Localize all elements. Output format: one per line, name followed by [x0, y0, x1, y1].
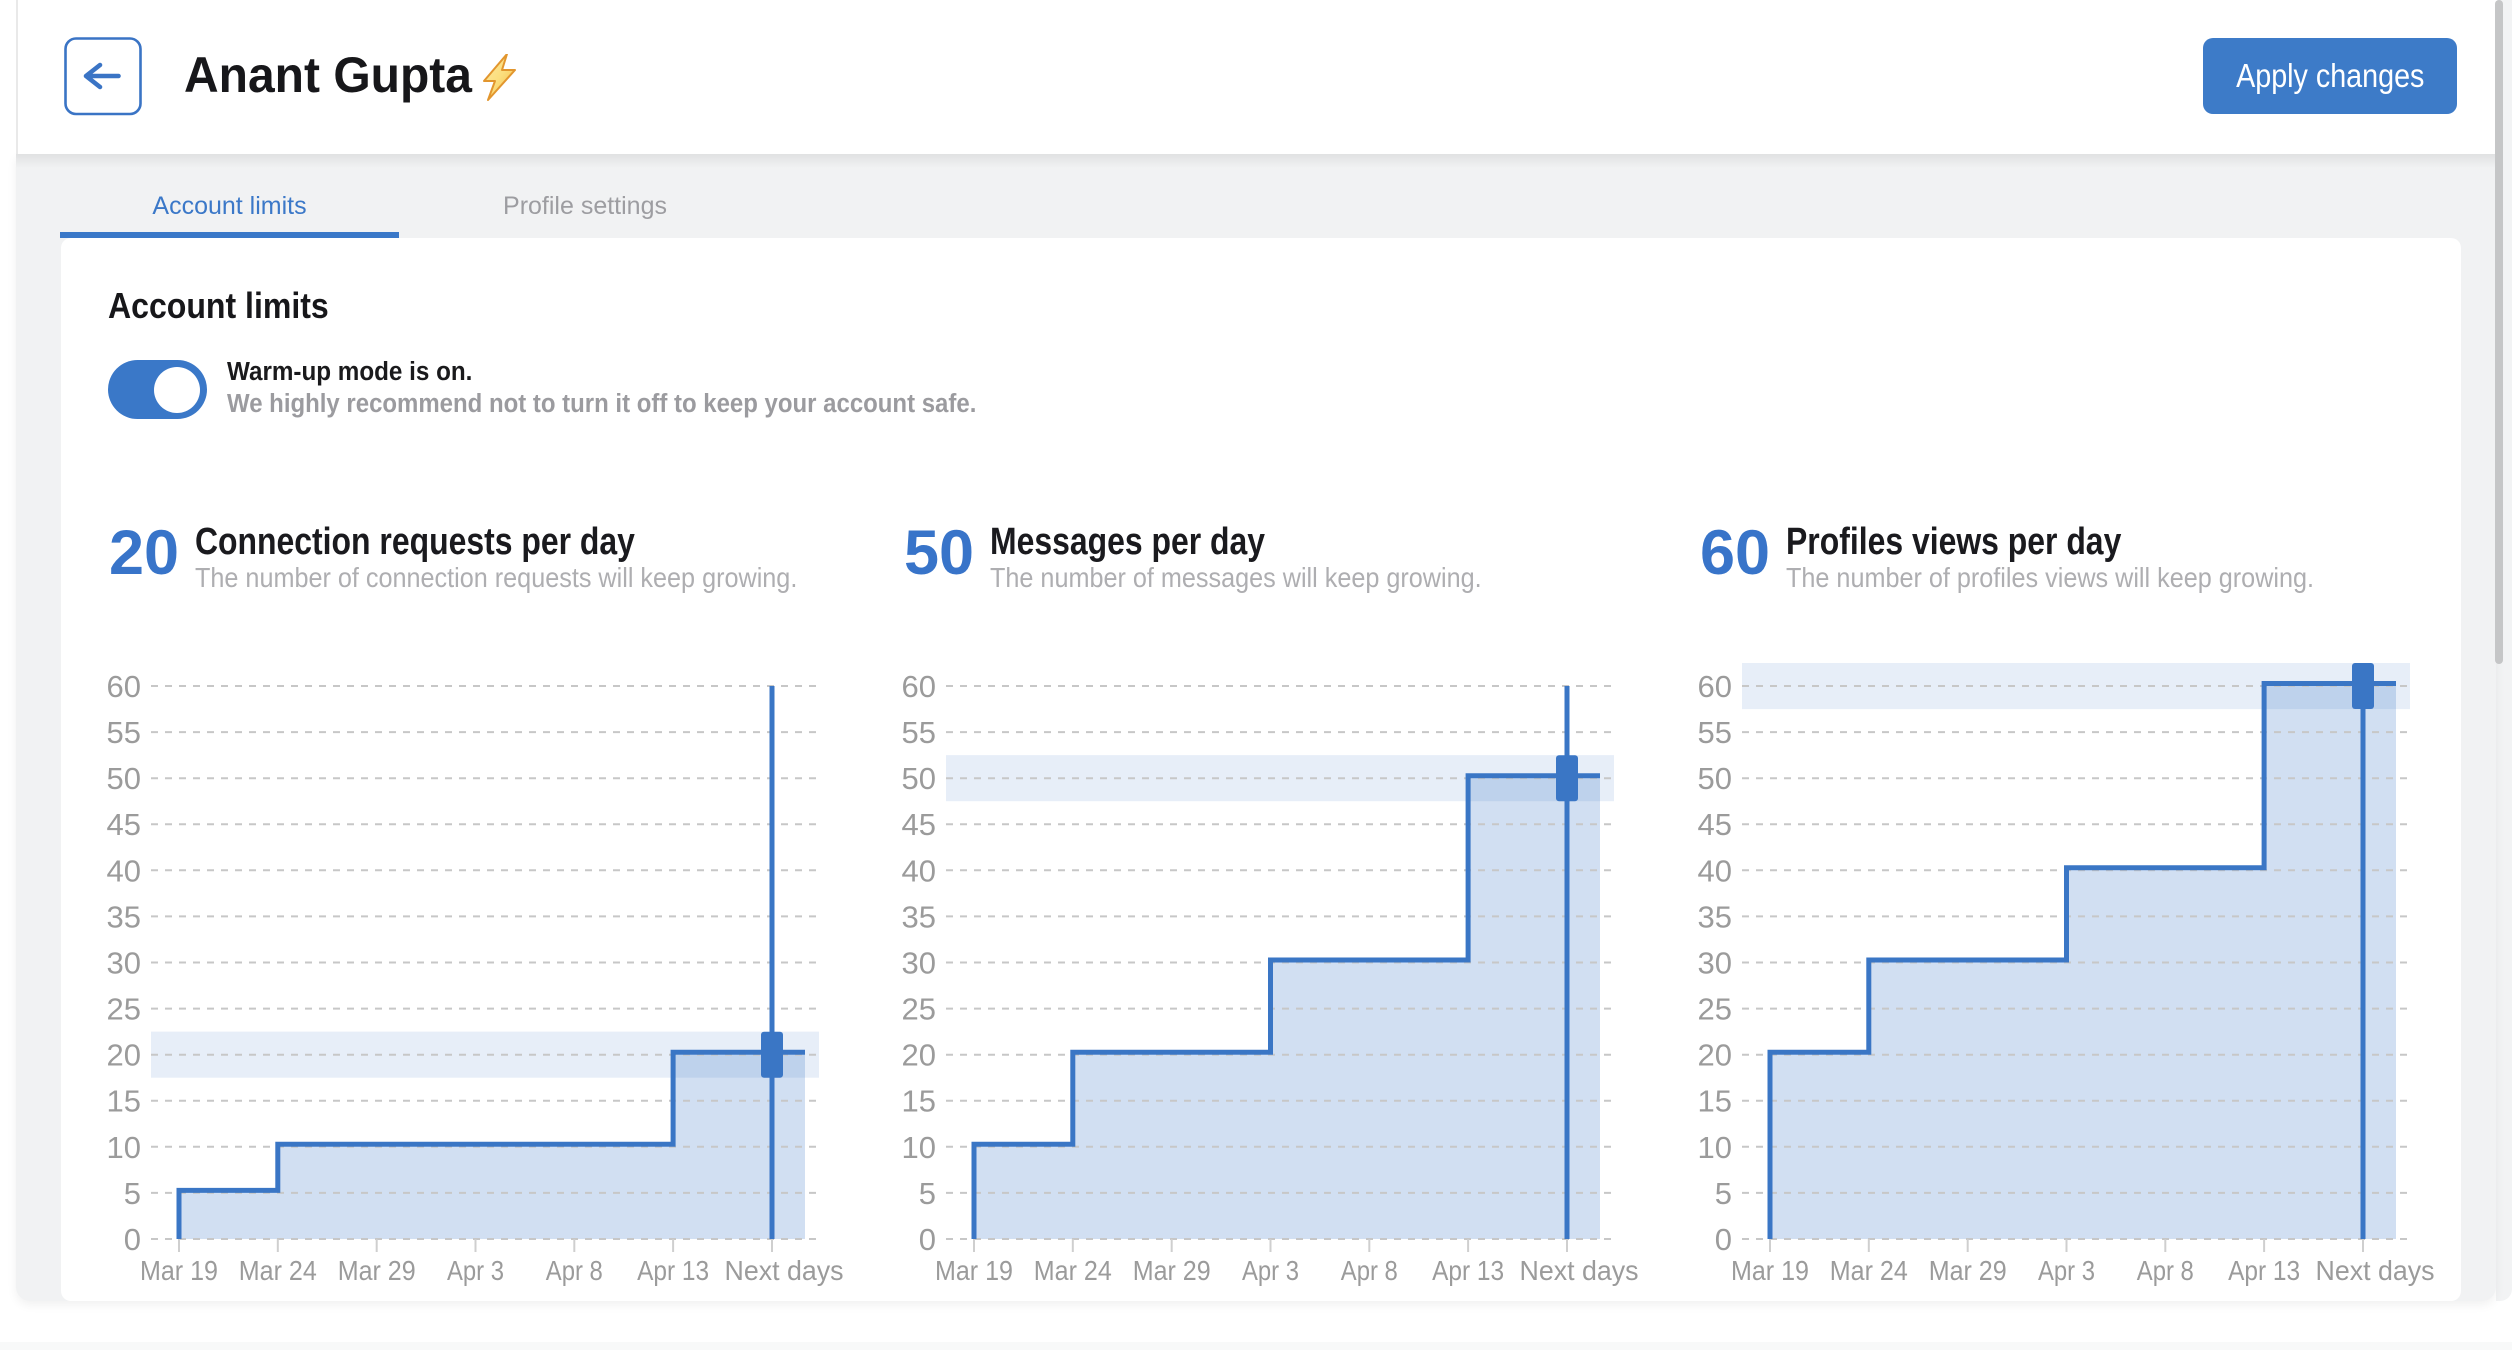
- svg-text:55: 55: [1698, 715, 1732, 750]
- svg-text:Apr 13: Apr 13: [2228, 1255, 2300, 1286]
- svg-text:Next days: Next days: [1520, 1255, 1639, 1286]
- svg-text:15: 15: [902, 1084, 936, 1119]
- svg-text:10: 10: [902, 1130, 936, 1165]
- svg-text:35: 35: [902, 899, 936, 934]
- svg-text:25: 25: [902, 992, 936, 1027]
- svg-text:0: 0: [124, 1222, 141, 1257]
- svg-text:25: 25: [107, 992, 141, 1027]
- svg-text:15: 15: [107, 1084, 141, 1119]
- svg-text:20: 20: [107, 1038, 141, 1073]
- svg-text:55: 55: [902, 715, 936, 750]
- svg-text:Apr 3: Apr 3: [1242, 1255, 1299, 1286]
- svg-text:45: 45: [902, 807, 936, 842]
- svg-text:45: 45: [107, 807, 141, 842]
- svg-text:Apr 13: Apr 13: [637, 1255, 709, 1286]
- svg-text:Next days: Next days: [2316, 1255, 2435, 1286]
- svg-text:Mar 19: Mar 19: [140, 1255, 218, 1286]
- svg-text:40: 40: [1698, 853, 1732, 888]
- svg-text:60: 60: [107, 669, 141, 704]
- svg-text:Apr 3: Apr 3: [447, 1255, 504, 1286]
- svg-text:Mar 29: Mar 29: [1133, 1255, 1211, 1286]
- svg-text:10: 10: [107, 1130, 141, 1165]
- svg-text:Next days: Next days: [725, 1255, 844, 1286]
- svg-text:15: 15: [1698, 1084, 1732, 1119]
- svg-text:25: 25: [1698, 992, 1732, 1027]
- svg-text:Mar 19: Mar 19: [935, 1255, 1013, 1286]
- svg-text:40: 40: [902, 853, 936, 888]
- svg-text:0: 0: [919, 1222, 936, 1257]
- svg-text:Mar 29: Mar 29: [1929, 1255, 2007, 1286]
- svg-text:5: 5: [919, 1176, 936, 1211]
- svg-text:5: 5: [1715, 1176, 1732, 1211]
- svg-text:35: 35: [1698, 899, 1732, 934]
- svg-text:60: 60: [902, 669, 936, 704]
- svg-text:50: 50: [1698, 761, 1732, 796]
- svg-text:40: 40: [107, 853, 141, 888]
- svg-text:Apr 8: Apr 8: [546, 1255, 603, 1286]
- svg-text:35: 35: [107, 899, 141, 934]
- svg-text:30: 30: [107, 946, 141, 981]
- svg-text:50: 50: [107, 761, 141, 796]
- svg-text:45: 45: [1698, 807, 1732, 842]
- svg-text:30: 30: [1698, 946, 1732, 981]
- svg-text:Mar 24: Mar 24: [1830, 1255, 1908, 1286]
- svg-text:20: 20: [902, 1038, 936, 1073]
- svg-text:Mar 24: Mar 24: [1034, 1255, 1112, 1286]
- svg-text:60: 60: [1698, 669, 1732, 704]
- svg-text:Apr 13: Apr 13: [1432, 1255, 1504, 1286]
- svg-text:20: 20: [1698, 1038, 1732, 1073]
- svg-text:Apr 8: Apr 8: [1341, 1255, 1398, 1286]
- svg-text:55: 55: [107, 715, 141, 750]
- svg-text:50: 50: [902, 761, 936, 796]
- svg-text:5: 5: [124, 1176, 141, 1211]
- svg-text:Mar 19: Mar 19: [1731, 1255, 1809, 1286]
- svg-text:0: 0: [1715, 1222, 1732, 1257]
- svg-text:30: 30: [902, 946, 936, 981]
- svg-text:Mar 24: Mar 24: [239, 1255, 317, 1286]
- svg-text:Mar 29: Mar 29: [338, 1255, 416, 1286]
- svg-text:Apr 8: Apr 8: [2137, 1255, 2194, 1286]
- svg-text:10: 10: [1698, 1130, 1732, 1165]
- svg-text:Apr 3: Apr 3: [2038, 1255, 2095, 1286]
